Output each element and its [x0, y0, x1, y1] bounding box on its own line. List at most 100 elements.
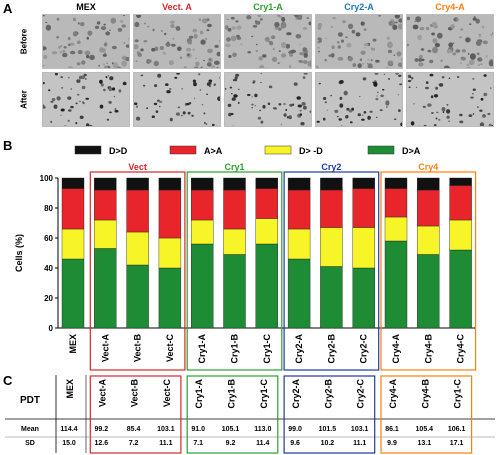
micrograph-tile	[42, 14, 130, 69]
table-group-box	[283, 375, 376, 454]
table-cell: 91.0	[191, 426, 205, 433]
bar-segment	[223, 189, 246, 230]
y-tick-label: 20	[44, 294, 53, 303]
table-cell: 17.1	[450, 440, 464, 447]
bar-segment	[126, 177, 149, 191]
group-box	[380, 171, 477, 371]
bar-segment	[287, 189, 311, 230]
bar-segment	[287, 258, 311, 329]
bar-segment	[223, 254, 246, 329]
legend-label: D>A	[402, 146, 421, 156]
table-cell: 99.2	[94, 426, 108, 433]
group-label: Cry4	[418, 162, 438, 172]
bar-segment	[158, 177, 182, 191]
legend-label: D>D	[109, 146, 128, 156]
legend-swatch	[367, 145, 395, 155]
table-cell: 9.2	[226, 440, 236, 447]
bar-segment	[417, 254, 440, 329]
bar-segment	[449, 249, 472, 329]
table-column-header: Cry1-C	[259, 379, 269, 409]
x-tick-label: Cry1-C	[262, 334, 272, 364]
bar-segment	[255, 177, 279, 189]
bar-segment	[384, 216, 408, 242]
bar-segment	[352, 188, 375, 228]
micrograph-column-header: Cry2-A	[344, 2, 374, 12]
table-cell: 11.1	[353, 440, 366, 447]
x-tick-label: Cry2-A	[294, 334, 304, 364]
group-box	[186, 171, 283, 371]
table-group-box	[380, 375, 473, 454]
bar-segment	[384, 177, 408, 189]
bar-segment	[320, 177, 343, 191]
x-tick-label: Cry4-B	[423, 334, 433, 364]
legend-label: D> -D	[299, 146, 323, 156]
bar-segment	[94, 177, 117, 191]
pdt-table: PDT Mean SD MEX 114.4 15.0 Vect-A 99.2 12.6 Vect-…	[5, 375, 495, 454]
bar-segment	[352, 267, 375, 329]
table-cell: 101.5	[319, 426, 337, 433]
table-column-header: Cry1-C	[453, 379, 463, 409]
bar-segment	[352, 227, 375, 269]
legend-swatch	[264, 145, 292, 155]
table-cell: 7.2	[129, 440, 139, 447]
table-cell: 15.0	[62, 440, 76, 447]
bar-segment	[352, 177, 375, 189]
x-tick-label: MEX	[68, 334, 78, 354]
micrograph-tile	[406, 72, 494, 127]
bar-segment	[158, 189, 182, 239]
bar-segment	[320, 227, 343, 267]
micrograph-row-label: Before	[19, 28, 29, 54]
group-box	[89, 171, 186, 371]
table-cell: 9.6	[290, 440, 300, 447]
micrograph-column-header: Cry1-A	[253, 2, 283, 12]
bar-segment	[126, 189, 149, 233]
x-tick-label: Cry4-A	[391, 334, 401, 364]
bar-segment	[223, 177, 246, 191]
x-tick-label: Cry1-A	[197, 334, 207, 364]
bar-segment	[384, 188, 408, 218]
y-tick-label: 0	[49, 324, 54, 333]
table-cell: 7.1	[193, 440, 203, 447]
bar-segment	[190, 243, 214, 329]
table-group-box	[89, 375, 182, 454]
table-column-header: Cry4-A	[388, 379, 398, 409]
group-label: Vect	[128, 162, 147, 172]
micrograph-tile	[224, 14, 312, 69]
micrograph-column-header: Cry4-A	[435, 2, 465, 12]
micrograph-tile	[133, 14, 221, 69]
table-cell: 10.2	[321, 440, 335, 447]
table-column-header: Cry4-B	[420, 379, 430, 409]
stacked-bar-chart: D>D A>A D> -D D>A 0 20 40 60 80 100 Cells (%) MEX Ve…	[14, 145, 477, 371]
bar-segment	[61, 188, 85, 230]
bar-segment	[190, 219, 214, 245]
table-cell: 12.6	[94, 440, 108, 447]
x-tick-label: Cry1-B	[230, 334, 240, 364]
bar-segment	[255, 218, 279, 245]
table-header: PDT	[20, 395, 40, 406]
table-column-header: Vect-C	[162, 379, 172, 408]
bar-segment	[449, 219, 472, 251]
bar-segment	[126, 231, 149, 266]
bar-segment	[158, 237, 182, 269]
y-tick-label: 100	[40, 174, 54, 183]
table-column-header: Cry2-B	[323, 379, 333, 409]
y-tick-label: 80	[44, 204, 53, 213]
bar-segment	[417, 189, 440, 227]
table-cell: 103.1	[157, 426, 175, 433]
table-cell: 99.0	[288, 426, 302, 433]
legend-swatch	[169, 145, 197, 155]
table-column-header: Cry1-B	[227, 379, 237, 409]
micrograph-tile	[224, 72, 312, 127]
micrograph-column-header: Vect. A	[162, 2, 192, 12]
bar-segment	[61, 258, 85, 329]
table-cell: 11.1	[159, 440, 172, 447]
table-row-label: Mean	[21, 426, 39, 433]
micrograph-row-label: After	[19, 89, 29, 109]
table-cell: 103.1	[351, 426, 369, 433]
table-column-header: Vect-B	[130, 379, 140, 408]
bar-segment	[94, 248, 117, 329]
bar-segment	[61, 228, 85, 260]
table-cell: 105.1	[222, 426, 240, 433]
table-cell: 11.4	[256, 440, 269, 447]
panel-label-b: B	[3, 138, 13, 153]
